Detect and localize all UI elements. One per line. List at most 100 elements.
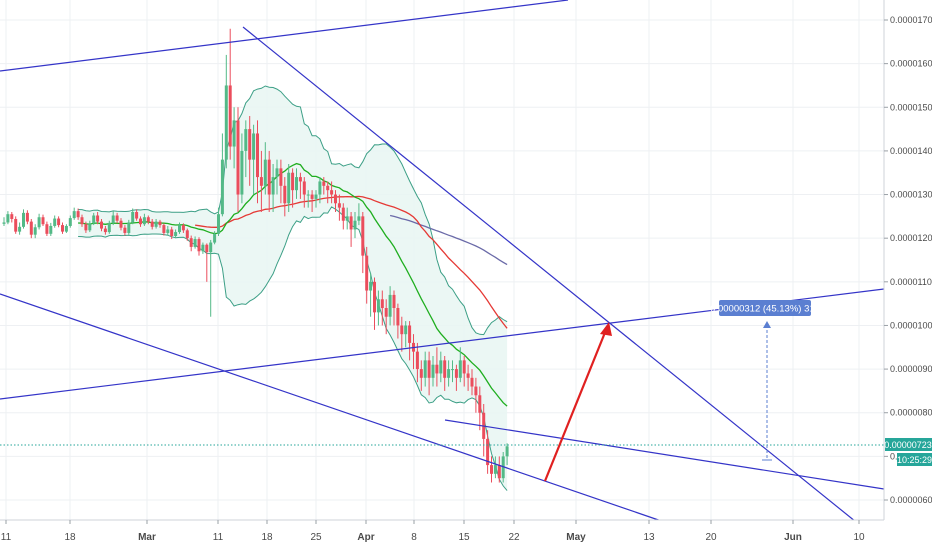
candle	[252, 124, 256, 195]
candle-body	[298, 177, 302, 182]
candle-body	[291, 172, 295, 191]
descending-resistance-line[interactable]	[242, 26, 867, 531]
candle	[256, 120, 259, 204]
candle	[127, 219, 131, 235]
y-axis[interactable]: 0.000006000.000007000.000008000.00000900…	[884, 15, 932, 505]
candle	[49, 222, 53, 236]
candle-body	[80, 217, 84, 225]
channel-top-line[interactable]	[0, 0, 569, 72]
candle-body	[10, 214, 14, 219]
candle	[64, 224, 68, 233]
candle	[84, 221, 88, 233]
candle	[10, 212, 14, 223]
candle	[490, 456, 493, 483]
candle	[131, 208, 135, 225]
candle-body	[53, 218, 57, 226]
support-line[interactable]	[444, 419, 885, 490]
target-arrow[interactable]	[543, 329, 608, 482]
candle	[178, 222, 181, 234]
candle	[228, 28, 232, 160]
candle-body	[447, 369, 451, 378]
candle	[80, 214, 84, 227]
candle	[61, 222, 64, 234]
candle-body	[458, 360, 462, 378]
candle-body	[181, 225, 185, 231]
candle	[388, 286, 392, 326]
candle-body	[205, 244, 209, 253]
candle-body	[236, 120, 240, 195]
candle-body	[25, 212, 29, 222]
grid	[0, 0, 884, 520]
candle-body	[33, 227, 37, 235]
candle-body	[478, 395, 482, 413]
x-tick-label: May	[566, 532, 586, 543]
x-tick-label: 13	[643, 532, 655, 543]
candle-body	[497, 465, 501, 479]
candle	[217, 207, 220, 236]
candle-body	[119, 220, 123, 228]
candle-body	[388, 294, 392, 317]
candle	[100, 218, 103, 232]
candle	[240, 133, 244, 204]
candle	[478, 386, 482, 431]
channel-bottom-line[interactable]	[0, 293, 677, 527]
arrowhead-icon	[600, 322, 612, 336]
candle	[201, 242, 205, 254]
candle	[287, 164, 291, 212]
measure-badge[interactable]: 0.00000312 (45.13%) 312	[710, 300, 820, 316]
candle-body	[451, 369, 454, 371]
candle	[53, 215, 57, 228]
price-badge: 0.00000723 10:25:29	[884, 438, 932, 466]
candle-body	[135, 212, 139, 219]
candle	[209, 239, 213, 317]
candle-body	[435, 364, 439, 374]
candle	[505, 443, 509, 466]
candle-body	[61, 225, 64, 232]
candle-body	[365, 255, 369, 291]
candle-body	[431, 364, 435, 378]
candle	[419, 360, 423, 391]
candle	[427, 351, 431, 396]
x-tick-label: 10	[853, 532, 865, 543]
candle	[396, 303, 400, 339]
x-tick-label: 20	[705, 532, 717, 543]
candle	[119, 218, 123, 231]
drawings[interactable]: 0.00000312 (45.13%) 312	[0, 0, 885, 531]
candle-body	[14, 218, 18, 232]
candle-body	[310, 194, 314, 199]
candle	[6, 211, 10, 225]
candle	[107, 220, 111, 234]
candle	[470, 369, 474, 396]
measure-label: 0.00000312 (45.13%) 312	[710, 304, 820, 315]
candle	[185, 228, 189, 241]
candle	[443, 356, 447, 391]
candle	[302, 177, 306, 208]
candle-body	[275, 168, 279, 178]
candle-body	[193, 239, 197, 247]
bollinger-upper-band	[78, 85, 508, 336]
candle-body	[142, 217, 146, 225]
candle-body	[88, 223, 92, 231]
candle-body	[314, 194, 318, 199]
candle-body	[197, 239, 201, 252]
candle-body	[256, 133, 259, 178]
candle-body	[158, 221, 162, 226]
candle-body	[37, 217, 41, 228]
candle-body	[287, 172, 291, 204]
candle	[166, 225, 170, 236]
candle-body	[6, 214, 10, 223]
x-axis[interactable]: 11 18 Mar 11 18 25 Apr 8 15 22 May 13 20 Jun 10	[1, 520, 865, 543]
candle-body	[404, 325, 408, 335]
price-badge-label: 0.00000723	[884, 440, 932, 450]
candle	[220, 133, 224, 217]
candle-body	[384, 308, 388, 317]
candle-body	[166, 229, 170, 233]
candle-body	[326, 185, 330, 191]
candle-body	[302, 181, 306, 195]
